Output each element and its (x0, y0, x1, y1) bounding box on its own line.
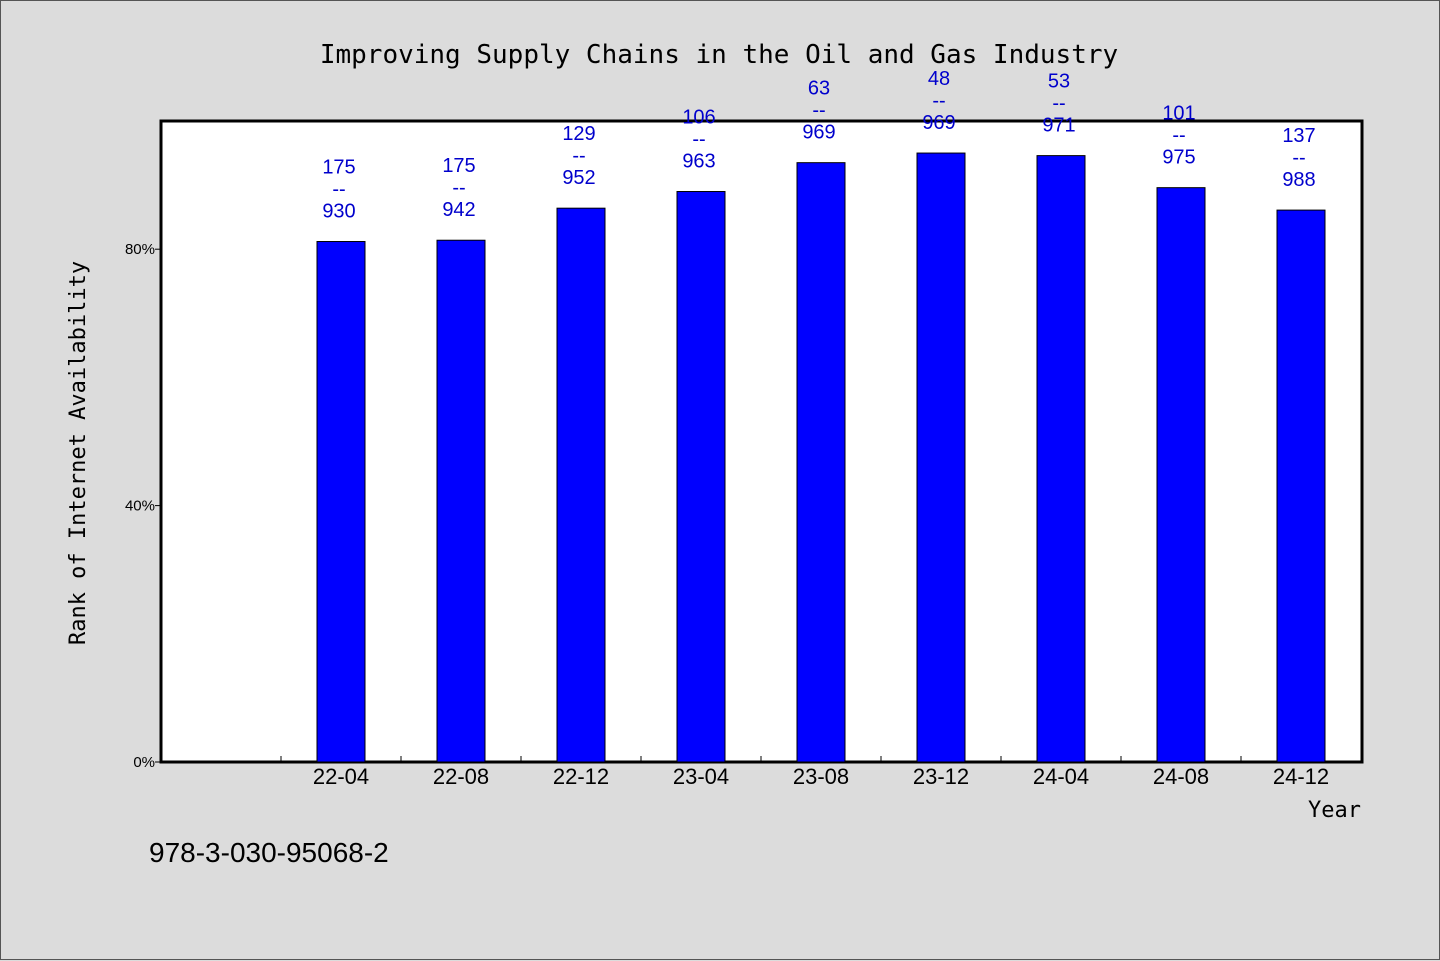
data-label: -- (452, 177, 465, 199)
y-tick-label: 80% (125, 241, 155, 258)
data-label: -- (572, 145, 585, 167)
bars-group (316, 152, 1326, 763)
bar (316, 241, 366, 763)
bar (1036, 155, 1086, 763)
data-label: 988 (1282, 169, 1315, 191)
bar (916, 152, 966, 763)
data-label: 942 (442, 199, 475, 221)
y-tick-label: 40% (125, 498, 155, 515)
x-tick-label: 24-12 (1273, 764, 1329, 789)
y-ticks-group: 0% 40% 80% (125, 241, 161, 771)
data-label: -- (1292, 147, 1305, 169)
x-tick-label: 23-12 (913, 764, 969, 789)
data-label: 971 (1042, 115, 1075, 137)
x-tick-label: 22-08 (433, 764, 489, 789)
bar (1156, 187, 1206, 763)
bar (1276, 209, 1326, 763)
y-axis-label: Rank of Internet Availability (66, 261, 91, 645)
data-label: 101 (1162, 103, 1195, 125)
bar (436, 239, 486, 763)
data-labels-group: 175--930175--942129--952106--96363--9694… (322, 68, 1315, 222)
data-label: -- (932, 90, 945, 112)
x-axis-label: Year (1308, 798, 1361, 823)
data-label: 969 (802, 122, 835, 144)
bar (796, 162, 846, 763)
data-label: -- (332, 179, 345, 201)
bar (676, 191, 726, 763)
data-label: 48 (928, 68, 950, 90)
x-ticks-group: 22-04 22-08 22-12 23-04 23-08 23-12 24-04 24-08… (280, 756, 1362, 789)
data-label: 63 (808, 78, 830, 100)
data-label: 963 (682, 151, 715, 173)
footer-note: 978-3-030-95068-2 (149, 837, 389, 868)
x-tick-label: 23-04 (673, 764, 729, 789)
data-label: -- (1052, 93, 1065, 115)
bar (556, 207, 606, 763)
data-label: 930 (322, 201, 355, 223)
data-label: -- (1172, 125, 1185, 147)
data-label: 175 (322, 157, 355, 179)
data-label: 952 (562, 167, 595, 189)
data-label: 53 (1048, 71, 1070, 93)
data-label: 175 (442, 155, 475, 177)
x-tick-label: 24-08 (1153, 764, 1209, 789)
data-label: 106 (682, 107, 715, 129)
data-label: -- (812, 100, 825, 122)
data-label: -- (692, 129, 705, 151)
data-label: 975 (1162, 147, 1195, 169)
chart-title: Improving Supply Chains in the Oil and G… (320, 40, 1118, 70)
data-label: 137 (1282, 125, 1315, 147)
data-label: 969 (922, 112, 955, 134)
x-tick-label: 23-08 (793, 764, 849, 789)
y-tick-label: 0% (133, 754, 155, 771)
x-tick-label: 22-12 (553, 764, 609, 789)
data-label: 129 (562, 123, 595, 145)
x-tick-label: 22-04 (313, 764, 369, 789)
x-tick-label: 24-04 (1033, 764, 1089, 789)
